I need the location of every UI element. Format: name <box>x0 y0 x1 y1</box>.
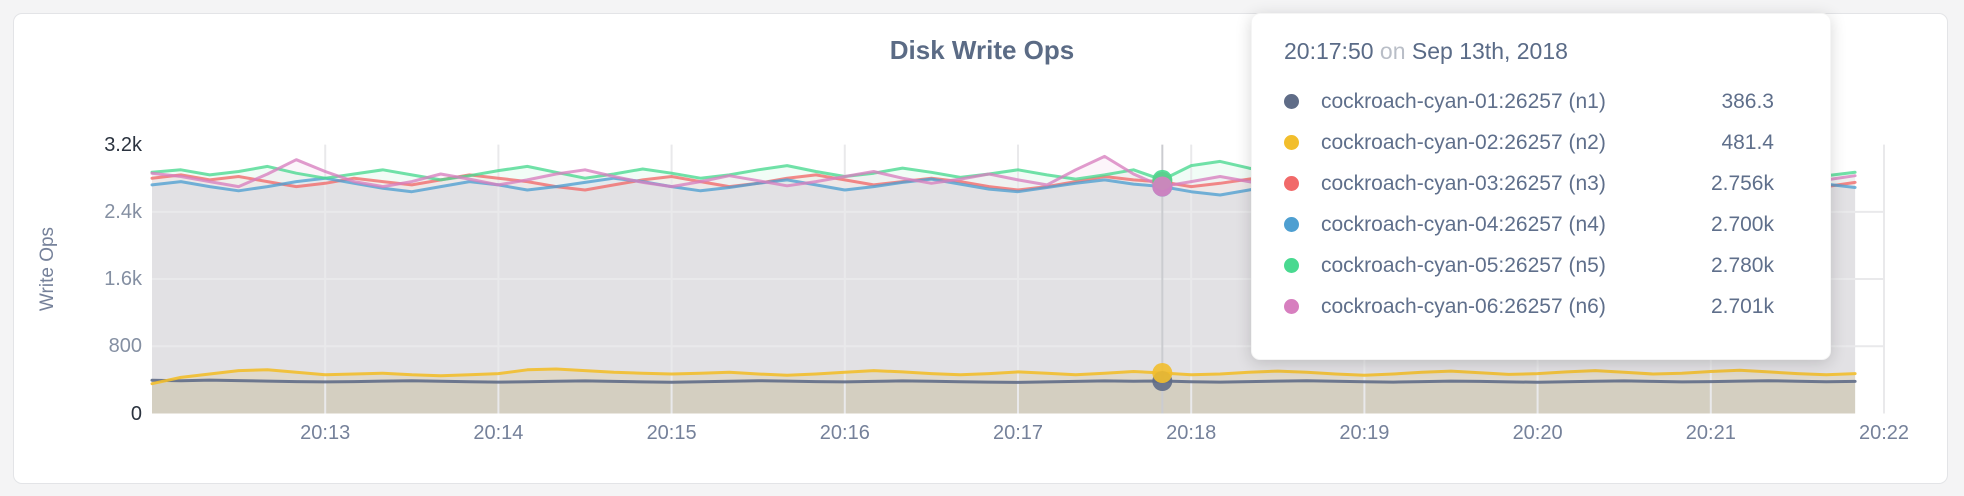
tooltip-series-label: cockroach-cyan-02:26257 (n2) <box>1321 130 1606 154</box>
tooltip-series-label: cockroach-cyan-06:26257 (n6) <box>1321 294 1606 318</box>
tooltip-date: Sep 13th, 2018 <box>1411 38 1568 64</box>
x-tick-label: 20:20 <box>1512 422 1563 444</box>
series-color-dot-icon <box>1284 94 1299 109</box>
tooltip-on-word: on <box>1379 38 1406 64</box>
tooltip-series-value: 481.4 <box>1721 130 1774 154</box>
y-tick-label: 1.6k <box>104 268 142 291</box>
x-tick-label: 20:15 <box>646 422 697 444</box>
x-tick-label: 20:21 <box>1685 422 1736 444</box>
tooltip-row: cockroach-cyan-05:26257 (n5) 2.780k <box>1284 245 1774 286</box>
series-line-1 <box>150 378 1857 384</box>
hover-dot-2 <box>1152 363 1173 384</box>
x-tick-label: 20:17 <box>992 422 1044 444</box>
x-tick-label: 20:18 <box>1166 422 1217 444</box>
tooltip-row: cockroach-cyan-01:26257 (n1) 386.3 <box>1284 81 1774 122</box>
series-color-dot-icon <box>1284 176 1299 191</box>
tooltip-series-value: 2.701k <box>1710 294 1774 318</box>
y-tick-label: 2.4k <box>104 200 142 223</box>
x-tick-label: 20:22 <box>1858 422 1910 444</box>
series-line-2 <box>150 367 1857 386</box>
tooltip-series-value: 2.780k <box>1710 253 1774 277</box>
tooltip-row: cockroach-cyan-06:26257 (n6) 2.701k <box>1284 286 1774 327</box>
series-color-dot-icon <box>1284 217 1299 232</box>
y-tick-label: 3.2k <box>104 133 142 156</box>
tooltip-series-label: cockroach-cyan-01:26257 (n1) <box>1321 89 1606 113</box>
tooltip-series-value: 2.756k <box>1710 171 1774 195</box>
x-tick-label: 20:19 <box>1339 422 1390 444</box>
tooltip-rows: cockroach-cyan-01:26257 (n1) 386.3 cockroa… <box>1284 81 1774 327</box>
tooltip-series-label: cockroach-cyan-05:26257 (n5) <box>1321 253 1606 277</box>
hover-dot-6 <box>1152 176 1173 197</box>
series-color-dot-icon <box>1284 258 1299 273</box>
tooltip-time: 20:17:50 <box>1284 38 1374 64</box>
tooltip-series-label: cockroach-cyan-04:26257 (n4) <box>1321 212 1606 236</box>
hover-tooltip: 20:17:50 on Sep 13th, 2018 cockroach-cya… <box>1251 13 1831 360</box>
x-tick-label: 20:16 <box>819 422 870 444</box>
y-tick-label: 0 <box>130 402 142 425</box>
series-color-dot-icon <box>1284 135 1299 150</box>
y-tick-label: 800 <box>108 335 142 358</box>
tooltip-row: cockroach-cyan-02:26257 (n2) 481.4 <box>1284 122 1774 163</box>
tooltip-row: cockroach-cyan-04:26257 (n4) 2.700k <box>1284 204 1774 245</box>
tooltip-series-value: 2.700k <box>1710 212 1774 236</box>
series-color-dot-icon <box>1284 299 1299 314</box>
tooltip-series-value: 386.3 <box>1721 89 1774 113</box>
tooltip-header: 20:17:50 on Sep 13th, 2018 <box>1284 38 1774 65</box>
x-tick-label: 20:13 <box>300 422 351 444</box>
tooltip-row: cockroach-cyan-03:26257 (n3) 2.756k <box>1284 163 1774 204</box>
series-area-1 <box>152 380 1856 414</box>
chart-title: Disk Write Ops <box>889 35 1075 65</box>
x-tick-label: 20:14 <box>473 422 524 444</box>
tooltip-series-label: cockroach-cyan-03:26257 (n3) <box>1321 171 1606 195</box>
